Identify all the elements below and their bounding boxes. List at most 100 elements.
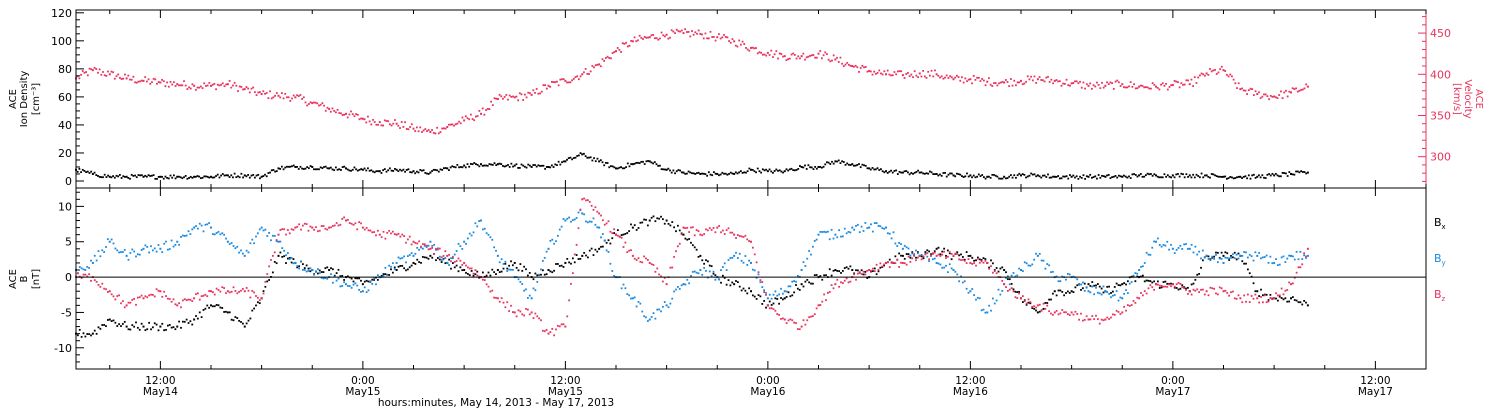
by-series-sample [165,240,167,243]
velocity-series-sample [1062,82,1065,85]
velocity-series-sample [130,78,133,81]
by-series-sample [390,265,392,268]
bx-series-point [1053,290,1056,293]
ion-density-series-sample [105,176,108,178]
bx-series-sample [948,252,951,255]
bx-series-sample [639,221,642,224]
ion-density-series-sample [729,171,732,174]
ion-density-series-sample [704,173,707,176]
bz-series-sample [427,248,430,251]
ion-density-series-sample [427,173,430,175]
by-series-sample [466,237,469,240]
by-series-sample [1106,291,1109,293]
bz-series-sample [249,296,252,299]
bx-series-sample [939,253,942,256]
bx-series-sample [238,319,241,322]
velocity-series-sample [302,96,305,99]
by-series-sample [420,246,422,249]
by-series-sample [607,251,610,253]
bx-series-sample [1065,292,1067,294]
ion-density-series-sample [1278,175,1281,178]
bz-series-sample [1158,284,1161,287]
velocity-series-sample [1288,90,1291,93]
bx-series-sample [337,268,340,271]
bx-series-sample [266,280,269,283]
ion-density-series-sample [638,162,641,165]
bz-series-sample [795,322,797,324]
ion-density-series-sample [1161,176,1164,179]
bx-series-sample [975,259,977,262]
bx-series-sample [843,267,846,269]
velocity-series-sample [1128,85,1130,88]
velocity-series-sample [723,33,725,36]
ion-density-series-sample [1209,176,1211,179]
bx-series-sample [607,239,610,242]
ion-density-series-sample [205,175,207,178]
ion-density-series-sample [976,175,979,178]
ion-density-series-sample [520,163,523,166]
bz-series-point [1155,283,1157,286]
ion-density-series-sample [1011,176,1014,179]
velocity-series-sample [1099,87,1102,90]
by-series-sample [1158,244,1161,246]
by-series-point [277,240,280,243]
bz-series-sample [1018,292,1021,295]
bx-series-sample [251,309,254,312]
bx-series-sample [155,323,158,326]
velocity-series-sample [1178,86,1181,89]
bz-series-sample [553,334,556,337]
velocity-series-sample [90,68,93,71]
velocity-series-sample [93,66,96,69]
bz-series-sample [937,253,940,256]
velocity-series-sample [559,78,562,81]
by-series-sample [228,243,231,246]
velocity-series-sample [1182,83,1184,86]
bz-series-sample [845,277,848,280]
bx-series-sample [776,298,779,300]
velocity-series-sample [1207,73,1210,76]
by-series-sample [541,259,544,262]
bz-series-sample [751,246,754,249]
bx-series-sample [320,271,323,273]
ion-density-series-sample [367,167,369,170]
velocity-series-sample [635,40,638,43]
velocity-series-sample [1293,88,1296,90]
bz-series-sample [697,230,700,232]
bx-series-sample [1194,278,1197,281]
by-series-point [159,247,162,250]
bx-series-sample [420,261,422,264]
ion-density-series-sample [723,172,725,175]
bx-series-sample [643,218,646,221]
bx-series-sample [255,304,257,307]
bz-series-sample [1282,293,1285,296]
bottom-left-axis-label-line3: [nT] [31,269,42,289]
bx-series-sample [1216,251,1219,254]
bx-series-sample [365,279,368,282]
bx-series-sample [146,328,149,331]
bx-series-sample [605,241,608,244]
bx-series-sample [196,317,199,320]
velocity-series-sample [102,71,104,73]
velocity-series-sample [1112,88,1115,90]
ion-density-series-point [1290,172,1292,175]
velocity-series-sample [589,70,592,73]
velocity-series-sample [866,70,869,73]
ion-density-series-sample [1119,175,1122,178]
bx-series-sample [1231,256,1234,259]
bz-series-sample [802,319,805,322]
by-series-sample [438,255,441,258]
ion-density-series-sample [746,170,749,173]
ion-density-series-point [395,168,398,171]
velocity-series-sample [507,98,509,101]
ion-density-series-sample [1035,175,1038,178]
bx-series-sample [1098,285,1101,288]
bz-series-sample [778,313,781,316]
ion-density-series-sample [802,166,805,169]
ion-density-series-sample [275,170,278,173]
top-left-tick-label: 60 [58,91,72,104]
velocity-series-sample [259,91,261,94]
ion-density-series-point [564,160,567,163]
by-series-sample [622,283,625,286]
by-series-sample [729,257,732,259]
ion-density-series-sample [957,173,960,175]
